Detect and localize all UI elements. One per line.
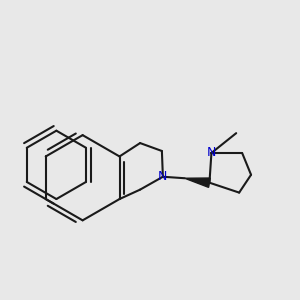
Polygon shape: [185, 178, 210, 188]
Text: N: N: [207, 146, 216, 160]
Text: N: N: [158, 170, 168, 183]
